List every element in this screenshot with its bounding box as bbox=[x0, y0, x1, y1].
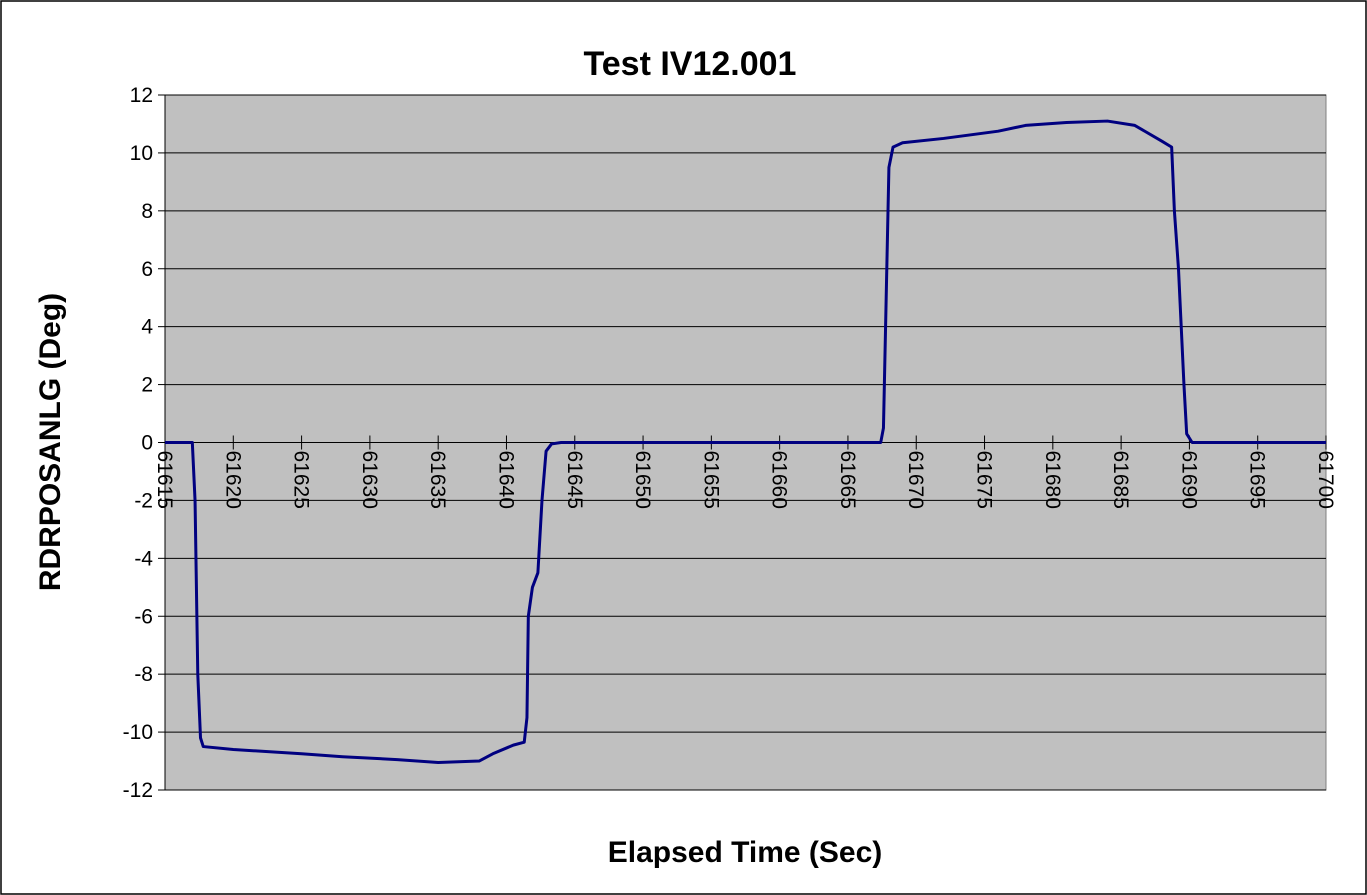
data-line bbox=[165, 119, 1326, 764]
x-tick-label: 61630 bbox=[358, 451, 381, 509]
y-tick-label: 6 bbox=[141, 258, 153, 281]
x-tick-label: 61650 bbox=[631, 451, 654, 509]
x-tick-label: 61660 bbox=[768, 451, 791, 509]
x-tick-label: 61685 bbox=[1109, 451, 1132, 509]
x-tick-label: 61695 bbox=[1246, 451, 1269, 509]
y-tick-label: -6 bbox=[134, 605, 153, 628]
y-tick-label: 4 bbox=[141, 316, 153, 339]
x-tick-label: 61675 bbox=[973, 451, 996, 509]
x-tick-label: 61665 bbox=[836, 451, 859, 509]
y-tick-label: 2 bbox=[141, 374, 153, 397]
y-tick-label: -10 bbox=[123, 721, 153, 744]
y-tick-label: -12 bbox=[123, 779, 153, 802]
x-tick-label: 61700 bbox=[1314, 451, 1337, 509]
y-tick-label: -2 bbox=[134, 489, 153, 512]
y-tick-label: 0 bbox=[141, 432, 153, 455]
y-tick-label: 10 bbox=[130, 142, 153, 165]
x-tick-label: 61680 bbox=[1041, 451, 1064, 509]
x-tick-label: 61645 bbox=[563, 451, 586, 509]
x-tick-label: 61615 bbox=[153, 451, 176, 509]
y-tick-label: 8 bbox=[141, 200, 153, 223]
x-tick-label: 61640 bbox=[494, 451, 517, 509]
x-tick-label: 61635 bbox=[426, 451, 449, 509]
x-tick-label: 61625 bbox=[290, 451, 313, 509]
y-tick-label: 12 bbox=[130, 84, 153, 107]
y-tick-label: -4 bbox=[134, 547, 153, 570]
x-axis-label: Elapsed Time (Sec) bbox=[608, 836, 883, 869]
y-tick-label: -8 bbox=[134, 663, 153, 686]
x-tick-label: 61620 bbox=[221, 451, 244, 509]
x-tick-label: 61690 bbox=[1177, 451, 1200, 509]
y-axis-label: RDRPOSANLG (Deg) bbox=[34, 293, 67, 591]
x-tick-label: 61655 bbox=[699, 451, 722, 509]
x-tick-label: 61670 bbox=[904, 451, 927, 509]
chart-title: Test IV12.001 bbox=[584, 45, 797, 83]
